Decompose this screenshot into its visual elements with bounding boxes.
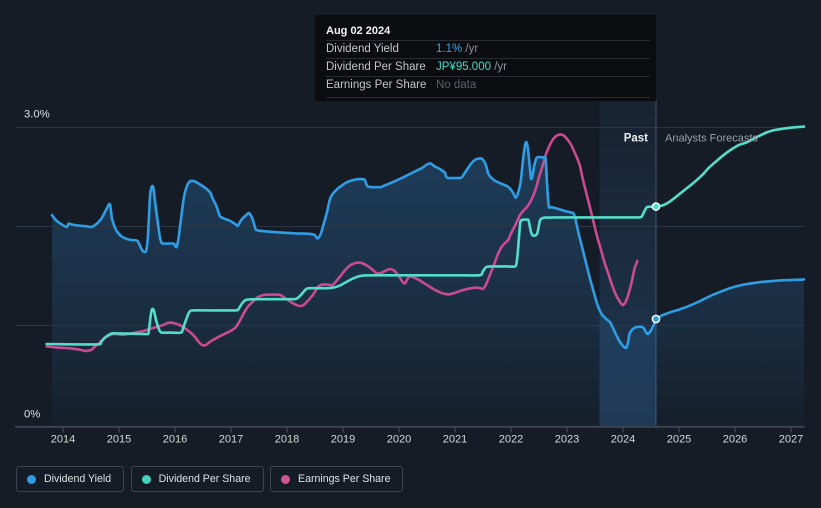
svg-text:2027: 2027: [779, 434, 803, 446]
svg-text:Past: Past: [624, 133, 648, 145]
svg-text:2017: 2017: [219, 434, 243, 446]
svg-text:2016: 2016: [163, 434, 187, 446]
svg-text:2023: 2023: [555, 434, 579, 446]
svg-text:2024: 2024: [611, 434, 635, 446]
svg-text:2018: 2018: [275, 434, 299, 446]
svg-text:2025: 2025: [667, 434, 691, 446]
svg-text:3.0%: 3.0%: [24, 109, 50, 121]
svg-text:0%: 0%: [24, 409, 40, 421]
svg-text:Analysts Forecasts: Analysts Forecasts: [665, 133, 758, 145]
svg-text:2022: 2022: [499, 434, 523, 446]
svg-text:2020: 2020: [387, 434, 411, 446]
svg-text:2019: 2019: [331, 434, 355, 446]
svg-text:2026: 2026: [723, 434, 747, 446]
svg-text:2021: 2021: [443, 434, 467, 446]
svg-text:2014: 2014: [51, 434, 75, 446]
svg-text:2015: 2015: [107, 434, 131, 446]
